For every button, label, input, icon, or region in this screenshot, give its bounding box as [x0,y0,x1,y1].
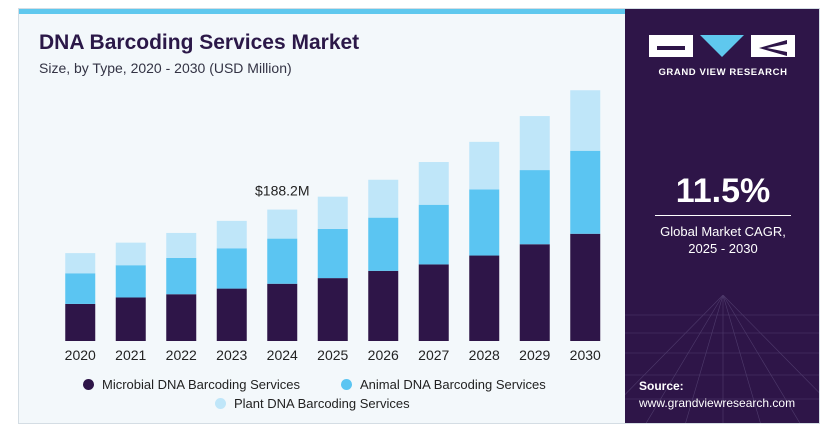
legend-swatch-microbial [83,379,94,390]
bar-2026-series-0 [368,270,399,341]
legend-item-animal: Animal DNA Barcoding Services [341,377,546,392]
cagr-label-line1: Global Market CAGR, [660,224,786,239]
bar-2020-series-1 [65,273,96,304]
bar-2022-series-1 [166,257,197,295]
decorative-grid [625,295,819,423]
bar-2027-series-2 [418,162,449,205]
bar-2023-series-0 [216,288,247,341]
cagr-divider [655,215,791,216]
source-link[interactable]: www.grandviewresearch.com [639,396,796,410]
bar-2023-series-1 [216,248,247,289]
bar-2021-series-0 [115,297,146,341]
chart-title: DNA Barcoding Services Market [39,31,360,54]
infographic-card: DNA Barcoding Services Market Size, by T… [18,8,820,424]
bar-2022-series-0 [166,294,197,341]
x-tick-label-2025: 2025 [317,347,348,363]
bar-2023-series-2 [216,220,247,249]
grand-view-research-logo [649,35,795,57]
x-tick-label-2022: 2022 [166,347,197,363]
data-label-0: $188.2M [255,183,309,199]
bar-2030-series-2 [570,90,601,151]
source-label: Source: [639,379,684,393]
accent-bar [19,9,625,14]
bar-2025-series-1 [317,228,348,279]
bar-2025-series-2 [317,196,348,229]
bar-2028-series-2 [469,141,500,190]
brand-name: GRAND VIEW RESEARCH [658,67,788,78]
bar-2030-series-0 [570,233,601,341]
cagr-value: 11.5% [675,172,771,210]
sidebar-panel: GRAND VIEW RESEARCH 11.5% Global Market … [625,9,819,423]
x-tick-label-2020: 2020 [65,347,96,363]
bar-2024-series-1 [267,238,298,284]
bar-2024-series-0 [267,283,298,341]
legend-item-microbial: Microbial DNA Barcoding Services [83,377,300,392]
bar-2029-series-0 [519,244,550,341]
legend-label-microbial: Microbial DNA Barcoding Services [102,377,300,392]
bar-2024-series-2 [267,209,298,239]
legend-item-plant: Plant DNA Barcoding Services [215,396,410,411]
legend-swatch-animal [341,379,352,390]
x-tick-label-2027: 2027 [418,347,449,363]
bar-2030-series-1 [570,150,601,234]
legend-label-plant: Plant DNA Barcoding Services [234,396,410,411]
legend-swatch-plant [215,398,226,409]
x-tick-label-2021: 2021 [115,347,146,363]
bar-2028-series-1 [469,189,500,256]
cagr-label: Global Market CAGR, 2025 - 2030 [625,223,819,257]
bar-2020-series-0 [65,303,96,341]
bar-2028-series-0 [469,255,500,341]
x-tick-label-2023: 2023 [216,347,247,363]
bar-2029-series-2 [519,116,550,171]
bar-2026-series-2 [368,179,399,218]
chart-subtitle: Size, by Type, 2020 - 2030 (USD Million) [39,60,292,76]
x-tick-label-2030: 2030 [570,347,601,363]
bar-2025-series-0 [317,278,348,341]
legend-label-animal: Animal DNA Barcoding Services [360,377,546,392]
stacked-bar-chart: 2020 2021 2022 2023 2024 $188.2M 2025 2026 2027 2… [65,90,601,363]
bar-2026-series-1 [368,217,399,271]
x-tick-label-2026: 2026 [368,347,399,363]
x-tick-label-2024: 2024 [267,347,298,363]
bar-2020-series-2 [65,253,96,274]
bar-2029-series-1 [519,170,550,245]
bar-2027-series-0 [418,264,449,341]
bar-2021-series-1 [115,265,146,298]
bar-2022-series-2 [166,232,197,258]
bar-2027-series-1 [418,204,449,265]
x-tick-label-2028: 2028 [469,347,500,363]
cagr-label-line2: 2025 - 2030 [688,241,758,256]
x-tick-label-2029: 2029 [519,347,550,363]
bar-2021-series-2 [115,242,146,266]
